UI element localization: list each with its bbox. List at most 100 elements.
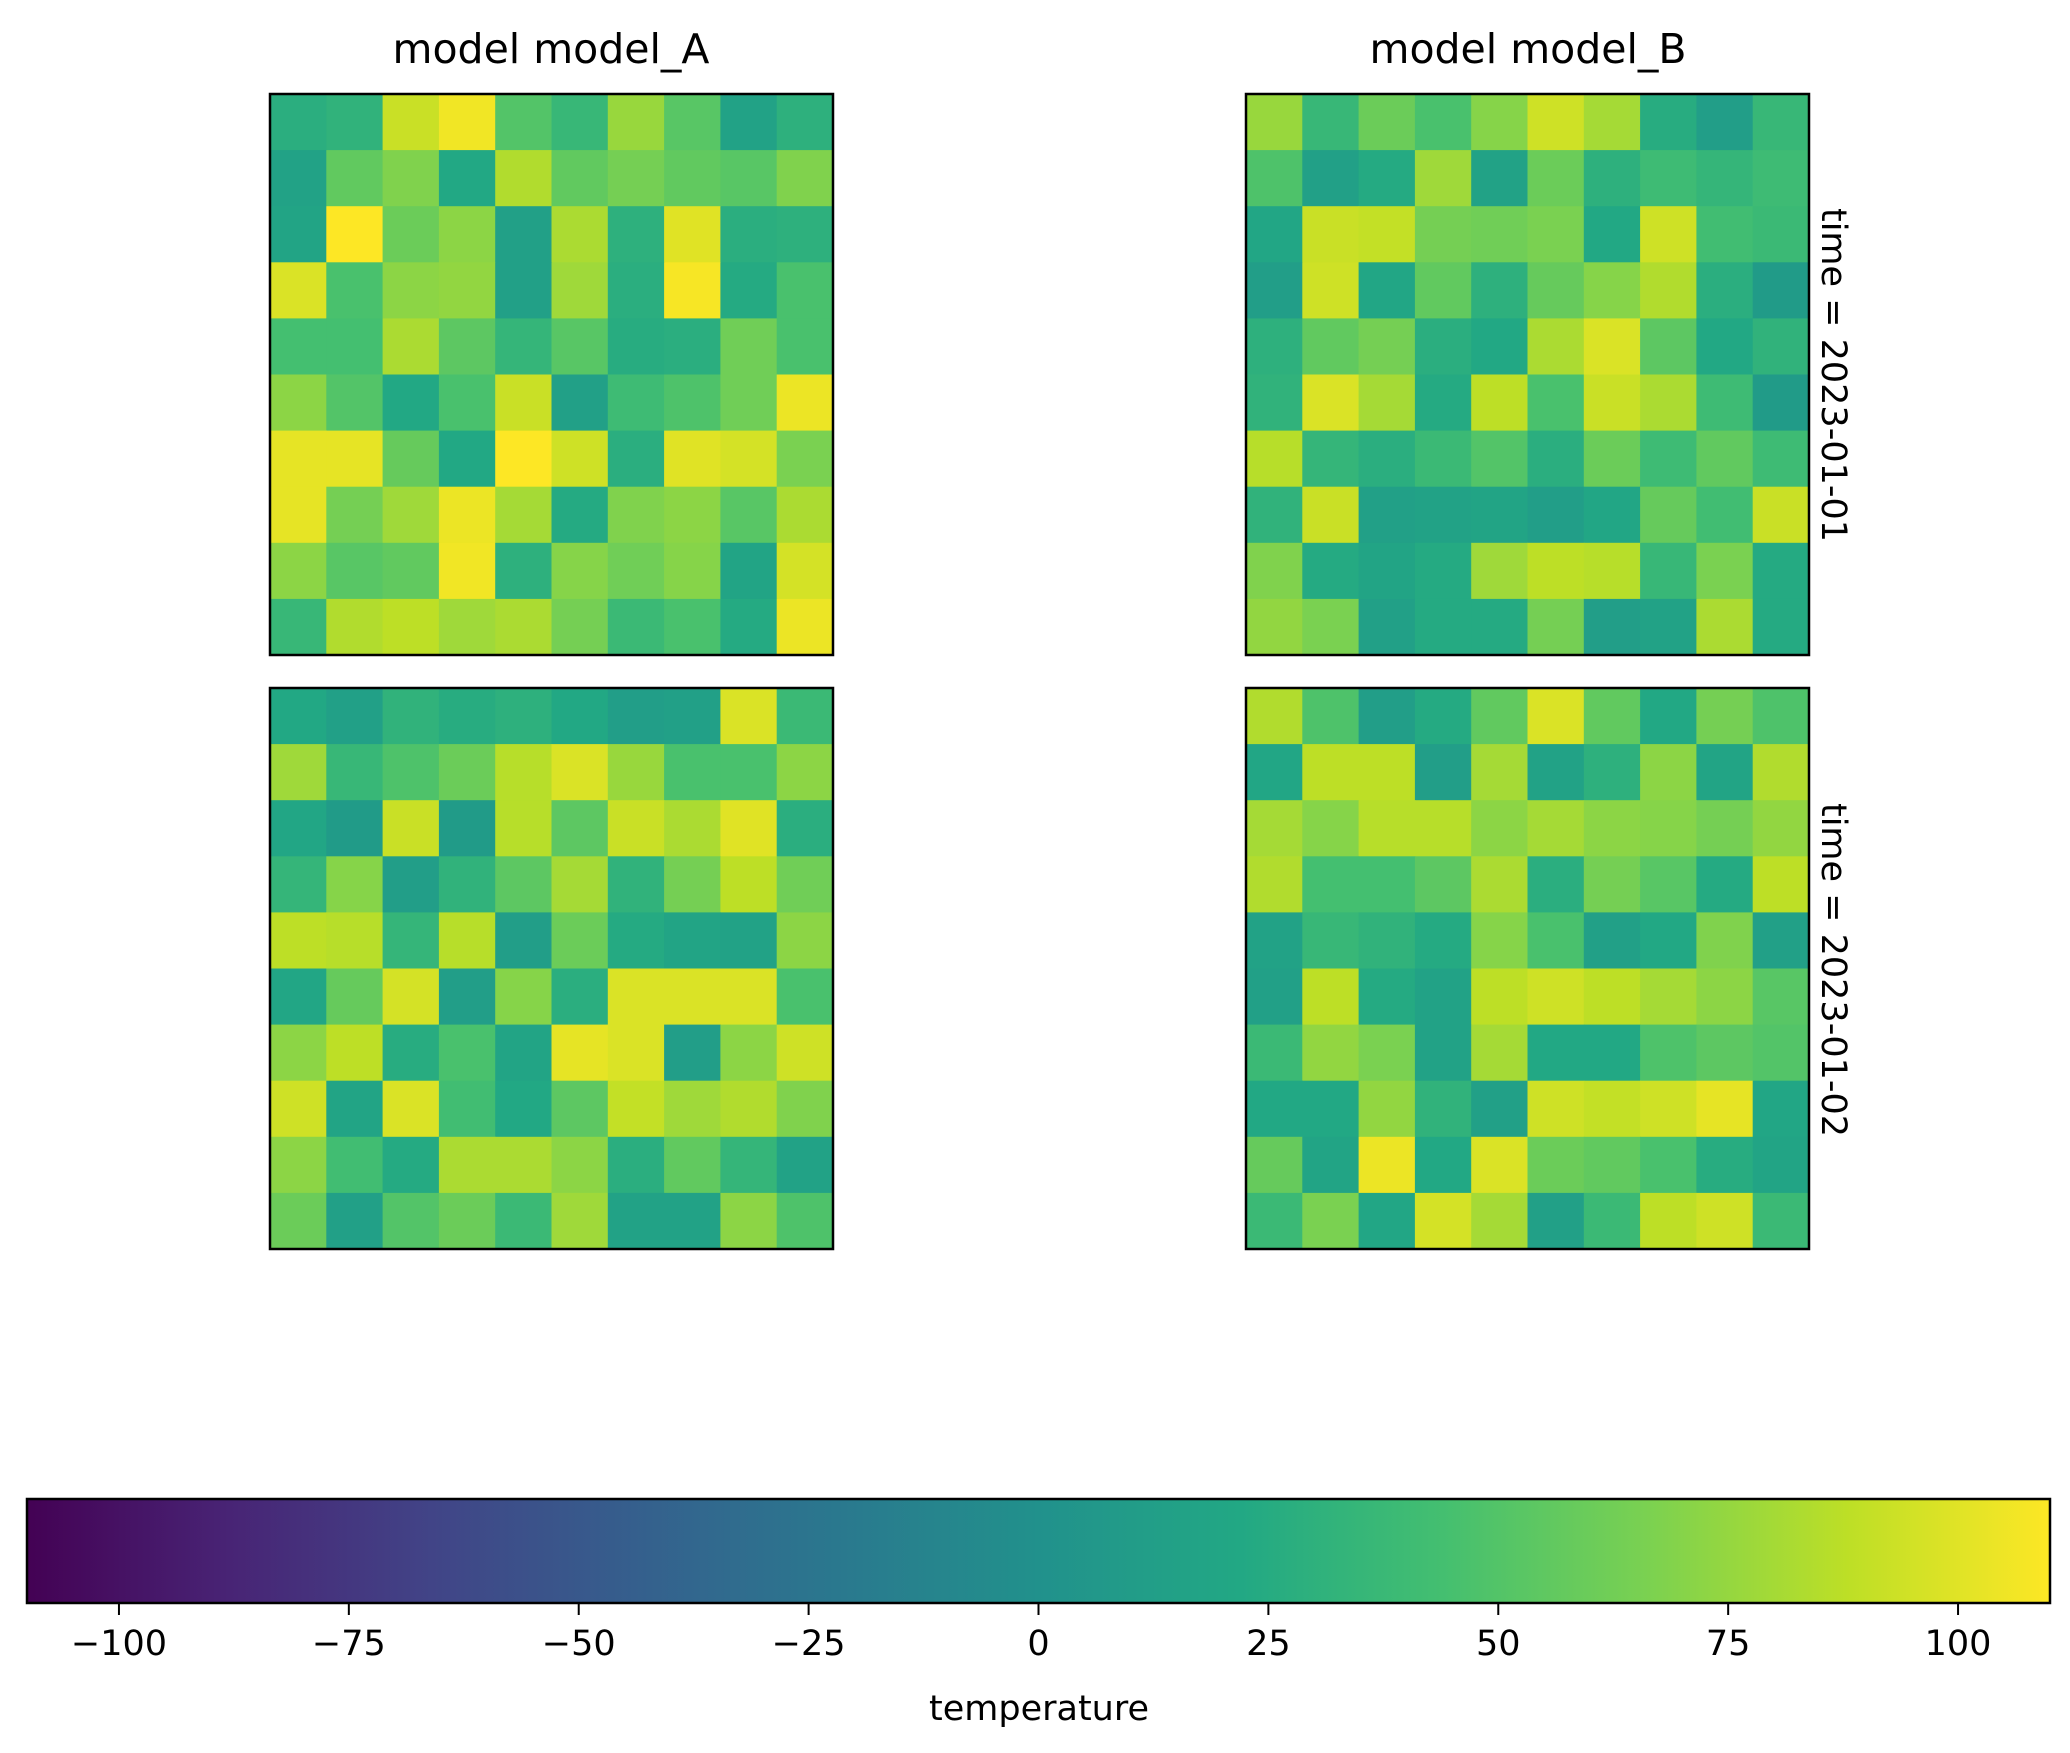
colorbar-tick-label: −25 (772, 1624, 846, 1664)
heatmap-cell (438, 800, 496, 857)
heatmap-cell (664, 1024, 721, 1082)
heatmap-cell (382, 598, 440, 656)
heatmap-cell (1302, 688, 1360, 745)
heatmap-cell (776, 150, 834, 207)
heatmap-cell (1583, 1192, 1641, 1250)
heatmap-cell (1640, 318, 1697, 376)
heatmap-cell (326, 150, 384, 207)
heatmap-cell (270, 374, 327, 432)
heatmap-cell (326, 542, 384, 600)
heatmap-cell (1583, 374, 1641, 432)
heatmap-cell (1246, 374, 1303, 432)
heatmap-cell (776, 374, 834, 432)
heatmap-cell (1246, 542, 1303, 600)
heatmap-cell (495, 800, 553, 857)
heatmap-cell (1527, 374, 1585, 432)
heatmap-cell (776, 856, 834, 913)
heatmap-cell (495, 688, 553, 745)
heatmap-cell (1414, 542, 1472, 600)
heatmap-cell (720, 598, 778, 656)
heatmap-cell (1583, 262, 1641, 319)
heatmap-cell (1752, 486, 1810, 544)
heatmap-cell (495, 318, 553, 376)
heatmap-cell (664, 94, 721, 151)
heatmap-cell (1302, 542, 1360, 600)
heatmap-cell (1302, 1136, 1360, 1194)
heatmap-cell (326, 856, 384, 913)
heatmap-cell (607, 856, 665, 913)
heatmap-cell (270, 968, 327, 1026)
heatmap-cell (270, 912, 327, 970)
heatmap-cell (1583, 912, 1641, 970)
heatmap-cell (776, 744, 834, 801)
heatmap-cell (382, 486, 440, 544)
heatmap-cell (326, 262, 384, 319)
heatmap-cell (270, 688, 327, 745)
heatmap-cell (1414, 94, 1472, 151)
colorbar-tick-label: −75 (312, 1624, 386, 1664)
heatmap-cell (1358, 1024, 1416, 1082)
heatmap-cell (664, 744, 721, 801)
heatmap-cell (1302, 318, 1360, 376)
heatmap-cell (1302, 150, 1360, 207)
heatmap-cell (326, 94, 384, 151)
heatmap-cell (270, 598, 327, 656)
heatmap-cell (1246, 688, 1303, 745)
heatmap-cell (607, 150, 665, 207)
heatmap-cell (1414, 318, 1472, 376)
colorbar-label: temperature (929, 1689, 1149, 1729)
heatmap-cell (776, 206, 834, 263)
heatmap-cell (438, 318, 496, 376)
heatmap-cell (1471, 800, 1529, 857)
heatmap-cell (1471, 968, 1529, 1026)
heatmap-cell (1414, 262, 1472, 319)
heatmap-cell (326, 1192, 384, 1250)
heatmap-cell (720, 912, 778, 970)
heatmap-cell (438, 94, 496, 151)
heatmap-cell (1358, 800, 1416, 857)
heatmap-cell (270, 262, 327, 319)
heatmap-cell (270, 318, 327, 376)
heatmap-cell (1583, 318, 1641, 376)
heatmap-cell (1527, 1192, 1585, 1250)
heatmap-cell (720, 150, 778, 207)
heatmap-cell (551, 318, 609, 376)
heatmap-cell (1414, 856, 1472, 913)
heatmap-cell (1358, 542, 1416, 600)
heatmap-cell (1583, 486, 1641, 544)
heatmap-cell (1583, 598, 1641, 656)
heatmap-cell (382, 912, 440, 970)
heatmap-cell (1583, 744, 1641, 801)
heatmap-cell (1752, 430, 1810, 488)
heatmap-cell (1640, 262, 1697, 319)
heatmap-cell (1471, 542, 1529, 600)
heatmap-cell (607, 262, 665, 319)
heatmap-cell (1527, 968, 1585, 1026)
heatmap-cell (382, 856, 440, 913)
heatmap-cell (776, 968, 834, 1026)
heatmap-cell (1640, 542, 1697, 600)
heatmap-cell (1358, 486, 1416, 544)
heatmap-cell (720, 1080, 778, 1138)
heatmap-cell (720, 318, 778, 376)
panel-frame (1244, 92, 1811, 657)
heatmap-cell (607, 1080, 665, 1138)
heatmap-cell (1752, 598, 1810, 656)
heatmap-cell (326, 744, 384, 801)
heatmap-cell (551, 800, 609, 857)
heatmap-cell (1358, 598, 1416, 656)
heatmap-cell (1358, 430, 1416, 488)
heatmap-cell (495, 374, 553, 432)
heatmap-cell (326, 1080, 384, 1138)
panel-frame (1244, 686, 1811, 1251)
heatmap-cell (382, 318, 440, 376)
row-title-2023-01-01: time = 2023-01-01 (1813, 208, 1853, 542)
heatmap-cell (1414, 912, 1472, 970)
heatmap-cell (1527, 688, 1585, 745)
heatmap-cell (1302, 912, 1360, 970)
heatmap-cell (1752, 744, 1810, 801)
heatmap-cell (664, 486, 721, 544)
heatmap-cell (551, 688, 609, 745)
heatmap-cell (270, 430, 327, 488)
heatmap-cell (438, 150, 496, 207)
